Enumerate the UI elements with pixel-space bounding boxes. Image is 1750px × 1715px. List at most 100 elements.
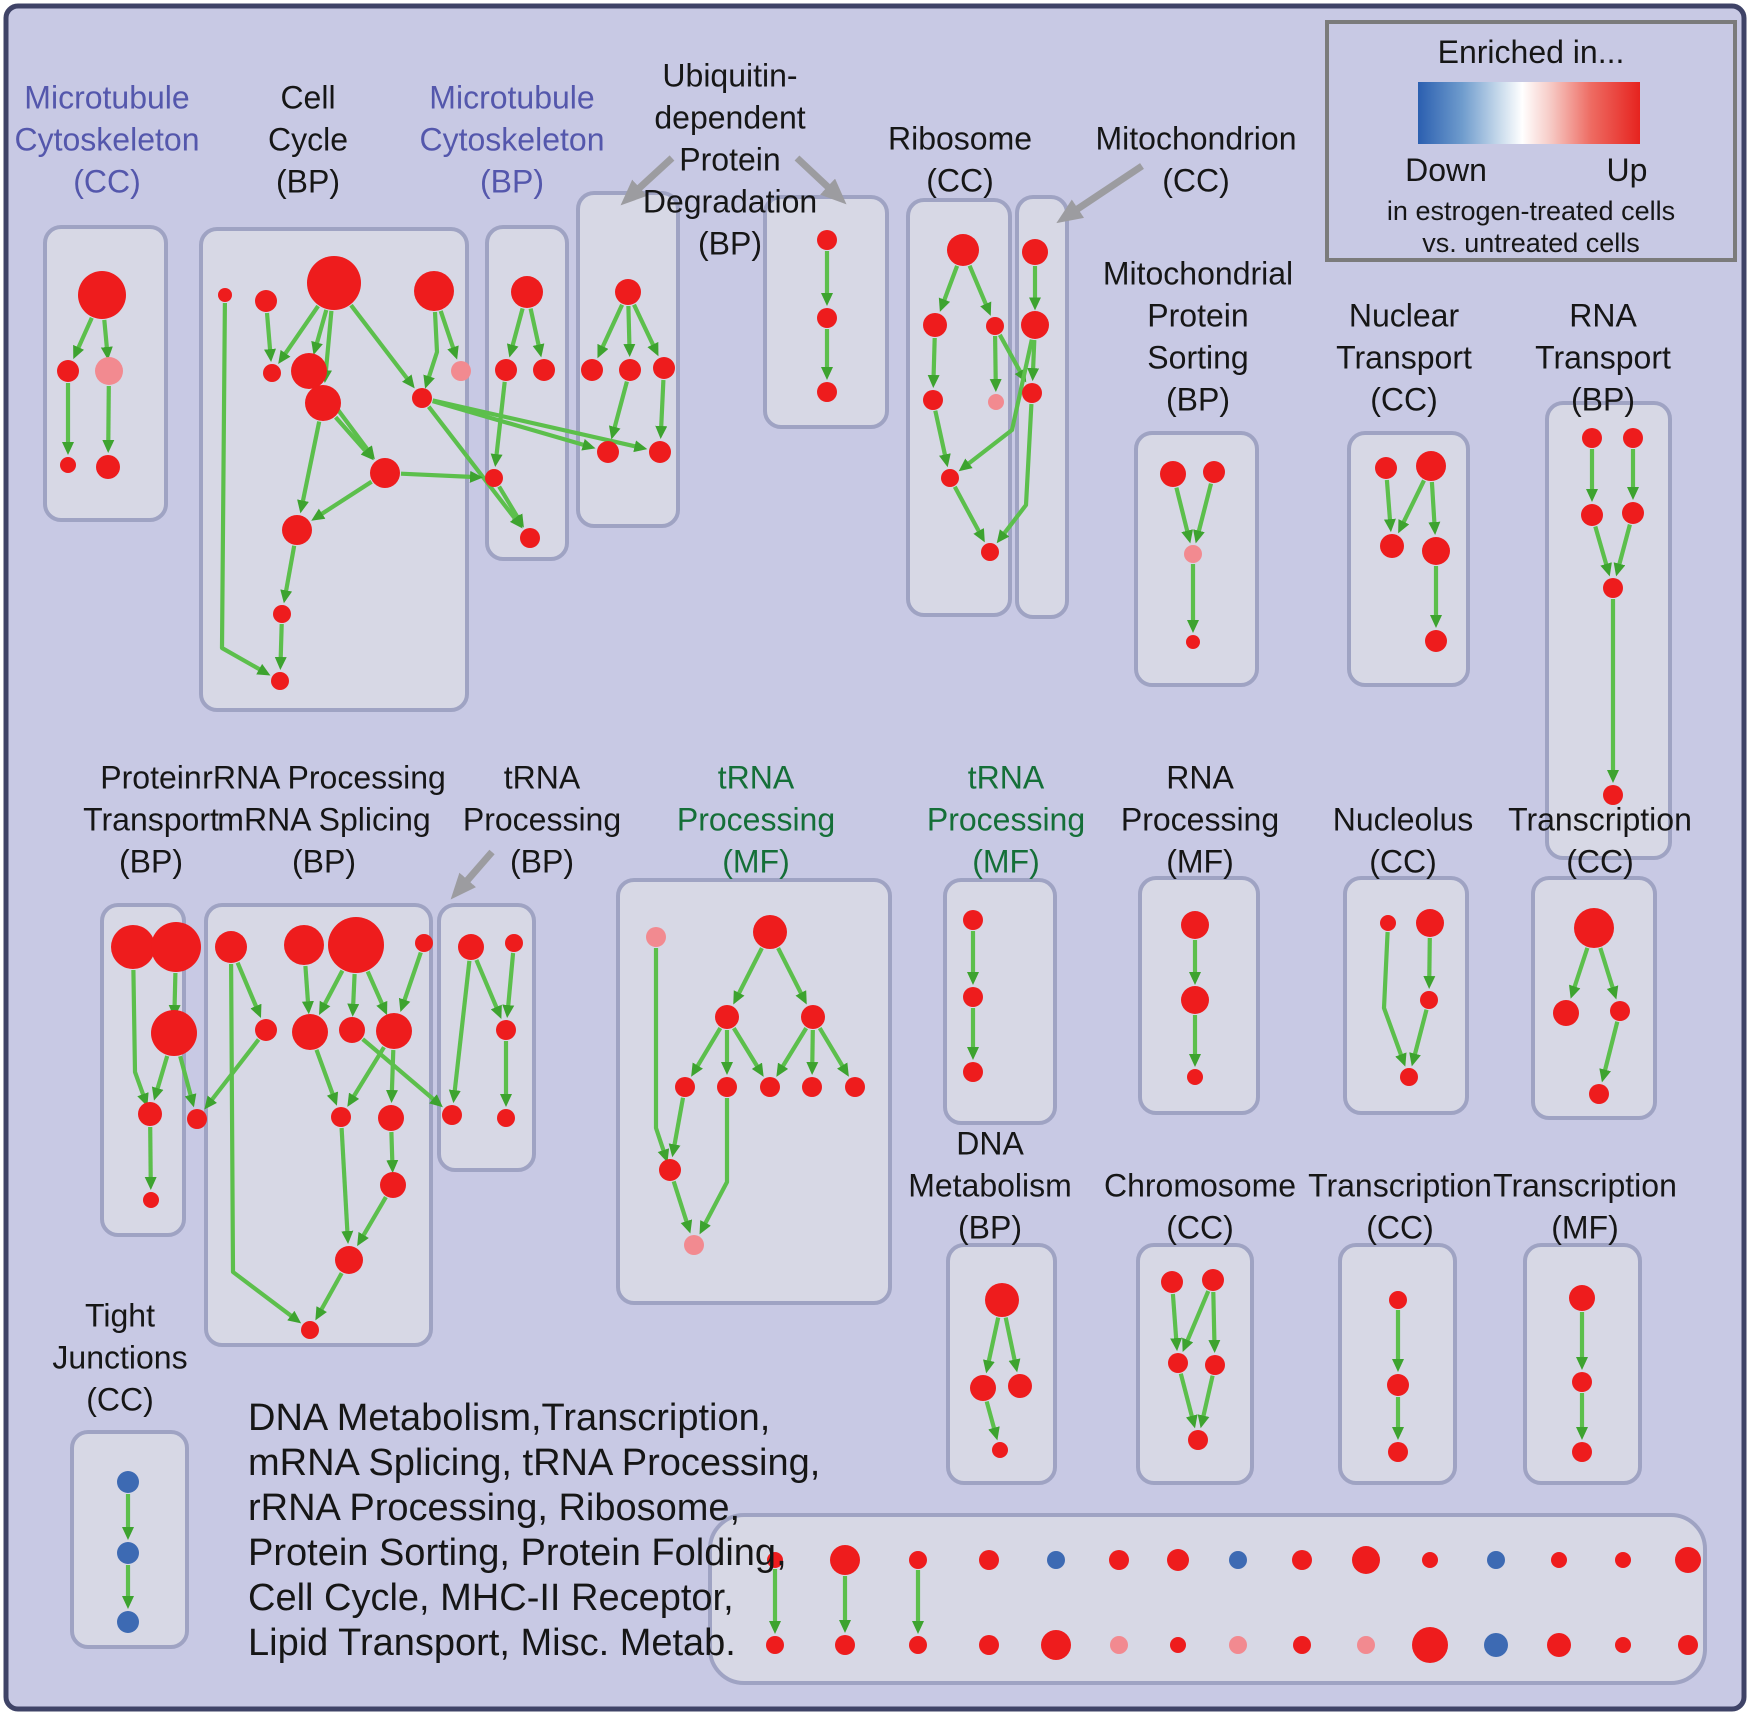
cluster-label: Protein xyxy=(679,141,780,177)
cluster-label: (CC) xyxy=(926,162,994,198)
go-term-node xyxy=(1352,1546,1380,1574)
caption-line: mRNA Splicing, tRNA Processing, xyxy=(248,1442,821,1484)
go-term-node xyxy=(1187,1069,1203,1085)
go-term-node xyxy=(659,1159,681,1181)
cluster-label: dependent xyxy=(654,99,805,135)
cluster-box-nucleolus xyxy=(1343,876,1469,1115)
go-term-node xyxy=(111,925,155,969)
go-term-node xyxy=(1170,1637,1186,1653)
go-term-node xyxy=(282,515,312,545)
go-term-node xyxy=(497,1109,515,1127)
go-term-node xyxy=(263,364,281,382)
edge-arrow xyxy=(983,1317,1001,1374)
go-term-node xyxy=(684,1235,704,1255)
edge-arrow xyxy=(319,969,345,1016)
go-term-node xyxy=(255,290,277,312)
cluster-label: tRNA xyxy=(718,759,795,795)
go-term-node xyxy=(597,441,619,463)
cluster-label: Tight xyxy=(85,1297,155,1333)
go-term-node xyxy=(376,1013,412,1049)
go-term-node xyxy=(1389,1291,1407,1309)
edge-arrow xyxy=(448,960,472,1104)
go-term-node xyxy=(963,987,983,1007)
go-term-node xyxy=(1181,911,1209,939)
go-term-node xyxy=(715,1005,739,1029)
cluster-label: DNA xyxy=(956,1125,1024,1161)
edge-arrow xyxy=(361,1037,443,1108)
cluster-label: (CC) xyxy=(1366,1209,1434,1245)
edge-arrow xyxy=(278,304,320,364)
edge-arrow xyxy=(438,310,459,360)
go-term-node xyxy=(646,927,666,947)
go-term-node xyxy=(1293,1636,1311,1654)
cluster-label: Degradation xyxy=(643,183,817,219)
cluster-box-microtubule-bp xyxy=(485,225,569,561)
legend-title: Enriched in... xyxy=(1437,34,1625,70)
go-term-node xyxy=(767,1552,783,1568)
go-term-node xyxy=(291,353,327,389)
go-term-node xyxy=(1572,1372,1592,1392)
cluster-label: Transport xyxy=(1336,339,1472,375)
edge-arrow xyxy=(1197,1375,1215,1429)
go-term-node xyxy=(1416,451,1446,481)
edge-arrow xyxy=(806,1029,819,1075)
go-term-node xyxy=(1610,1001,1630,1021)
go-term-node xyxy=(981,543,999,561)
cluster-label: Transcription xyxy=(1508,801,1692,837)
go-term-node xyxy=(1109,1550,1129,1570)
go-term-node xyxy=(1422,1552,1438,1568)
edge-arrow xyxy=(432,399,596,451)
go-term-node xyxy=(117,1611,139,1633)
edge-arrow xyxy=(1193,483,1214,544)
cluster-label: tRNA xyxy=(504,759,581,795)
edge-arrow xyxy=(73,316,94,360)
go-term-node xyxy=(1572,1442,1592,1462)
go-term-node xyxy=(218,288,232,302)
edge-arrow xyxy=(691,1027,723,1077)
edge-arrow xyxy=(400,470,483,483)
go-term-node xyxy=(496,1020,516,1040)
go-term-node xyxy=(511,276,543,308)
cluster-label: (CC) xyxy=(1370,381,1438,417)
cluster-label: (BP) xyxy=(480,163,544,199)
edge-arrow xyxy=(997,333,1027,383)
go-term-node xyxy=(1047,1551,1065,1569)
go-term-node xyxy=(292,1014,328,1050)
cluster-box-transcription-cc-1 xyxy=(1531,876,1657,1120)
cluster-box-dna-metabolism xyxy=(946,1243,1057,1485)
go-term-node xyxy=(615,279,641,305)
go-term-node xyxy=(1675,1547,1701,1573)
edge-arrow xyxy=(1428,481,1441,535)
cluster-label: Cytoskeleton xyxy=(15,121,200,157)
edge-arrow xyxy=(427,405,523,529)
edge-arrow xyxy=(314,1049,339,1106)
cluster-label: Processing xyxy=(1121,801,1279,837)
edge-arrow xyxy=(320,310,334,384)
edge-arrow xyxy=(655,379,668,439)
go-term-node xyxy=(988,394,1004,410)
edge-arrow xyxy=(349,303,415,389)
edge-arrow xyxy=(776,1027,808,1077)
edge-arrow xyxy=(699,1098,730,1235)
go-term-node xyxy=(151,922,201,972)
go-term-node xyxy=(1167,1549,1189,1571)
go-term-node xyxy=(1202,1269,1224,1291)
go-term-node xyxy=(1569,1285,1595,1311)
edge-arrow xyxy=(315,1272,344,1321)
go-term-node xyxy=(1229,1636,1247,1654)
go-term-node xyxy=(1623,428,1643,448)
edge-arrow xyxy=(967,264,992,316)
cluster-label: (BP) xyxy=(1571,381,1635,417)
caption-line: rRNA Processing, Ribosome, xyxy=(248,1487,741,1529)
edge-arrow xyxy=(733,947,764,1005)
go-term-node xyxy=(817,230,837,250)
edge-arrow xyxy=(528,308,545,358)
go-term-node xyxy=(653,357,675,379)
edge-arrow xyxy=(386,1131,399,1174)
edge-arrow xyxy=(339,1127,354,1244)
go-term-node xyxy=(305,385,341,421)
legend-gradient-bar xyxy=(1418,82,1640,144)
edge-arrow xyxy=(1599,1021,1620,1083)
go-term-node xyxy=(801,1005,825,1029)
edge-arrow xyxy=(151,1055,170,1101)
